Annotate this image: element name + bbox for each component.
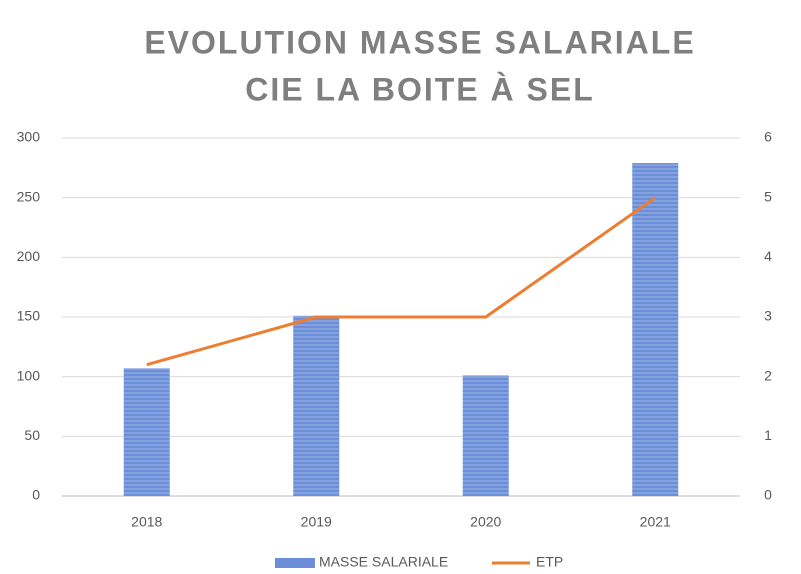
y-tick-label: 250 <box>17 188 41 204</box>
bar-texture <box>123 368 170 496</box>
x-tick-label: 2018 <box>131 514 162 530</box>
line <box>146 196 657 367</box>
legend-swatch <box>275 558 315 568</box>
legend-label: ETP <box>536 554 563 570</box>
y-tick-label: 150 <box>17 308 41 324</box>
y-tick-label: 0 <box>32 487 40 503</box>
y-tick-label: 50 <box>24 427 40 443</box>
x-tick-label: 2020 <box>470 514 501 530</box>
y2-tick-label: 6 <box>764 129 772 145</box>
y-tick-label: 200 <box>17 248 41 264</box>
chart-title: CIE LA BOITE À SEL <box>245 71 595 107</box>
y2-tick-label: 0 <box>764 487 772 503</box>
y2-tick-label: 4 <box>764 248 772 264</box>
bar-texture <box>632 163 679 496</box>
y2-tick-label: 3 <box>764 308 772 324</box>
legend-label: MASSE SALARIALE <box>319 554 448 570</box>
y2-tick-label: 5 <box>764 188 772 204</box>
x-tick-label: 2021 <box>640 514 671 530</box>
bar-texture <box>293 315 340 496</box>
chart-title: EVOLUTION MASSE SALARIALE <box>144 24 695 60</box>
y-tick-label: 100 <box>17 367 41 383</box>
y2-tick-label: 1 <box>764 427 772 443</box>
y-tick-label: 300 <box>17 129 41 145</box>
y2-tick-label: 2 <box>764 367 772 383</box>
bar-texture <box>462 375 509 496</box>
x-tick-label: 2019 <box>301 514 332 530</box>
